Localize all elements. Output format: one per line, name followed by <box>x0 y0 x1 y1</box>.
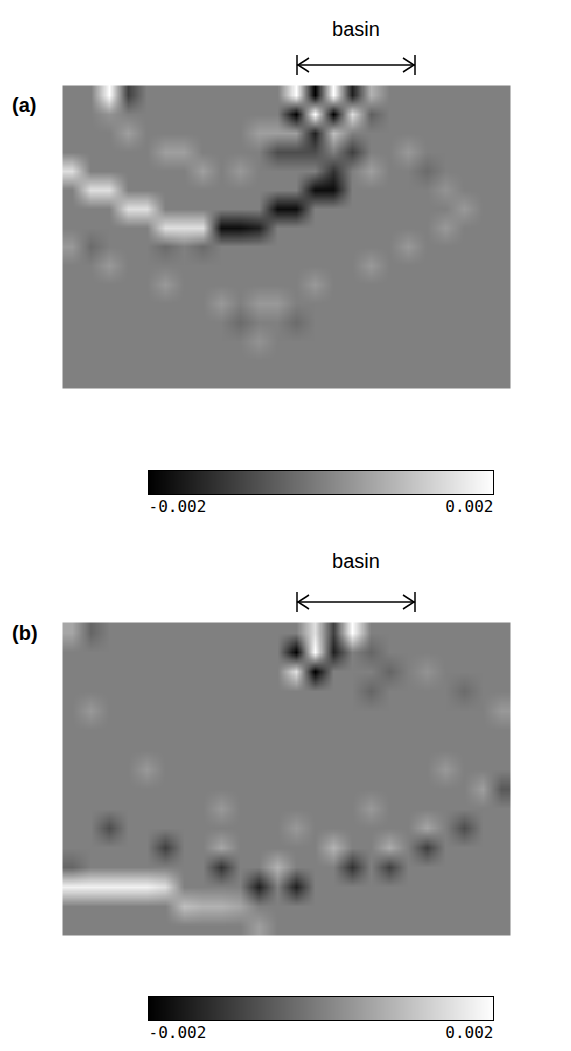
svg-text:(b): (b) <box>12 622 38 644</box>
svg-text:0.002: 0.002 <box>445 1023 493 1042</box>
svg-text:-0.002: -0.002 <box>149 1023 207 1042</box>
svg-text:basin: basin <box>332 550 380 572</box>
svg-text:-0.002: -0.002 <box>149 497 207 516</box>
svg-text:0.002: 0.002 <box>445 497 493 516</box>
svg-text:(a): (a) <box>12 94 36 116</box>
svg-text:basin: basin <box>332 18 380 40</box>
